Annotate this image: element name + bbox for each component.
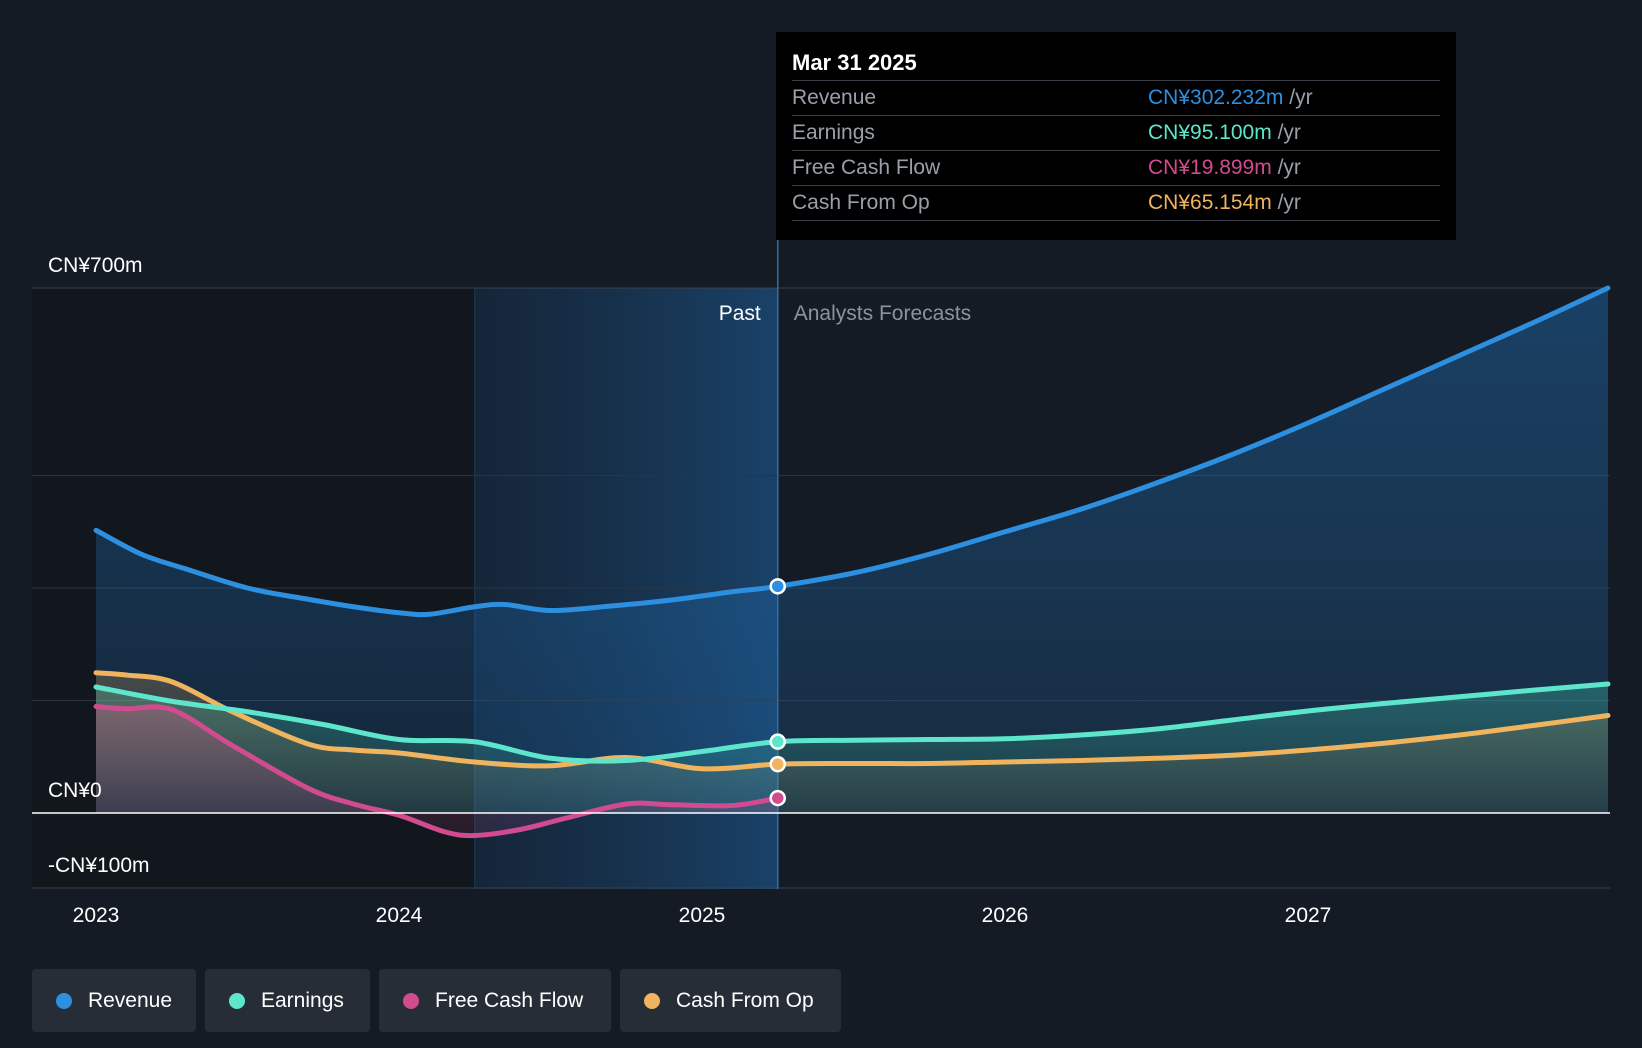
legend-item-earnings[interactable]: Earnings	[205, 969, 370, 1032]
legend-item-free-cash-flow[interactable]: Free Cash Flow	[379, 969, 611, 1032]
tooltip-label: Free Cash Flow	[792, 156, 941, 179]
x-axis-tick: 2025	[679, 904, 726, 927]
tooltip-label: Revenue	[792, 86, 877, 109]
legend: Revenue Earnings Free Cash Flow Cash Fro…	[32, 969, 841, 1032]
tooltip-value-text: CN¥302.232m	[1148, 86, 1284, 109]
legend-label: Cash From Op	[676, 988, 814, 1012]
tooltip-row-revenue: Revenue CN¥302.232m /yr	[792, 81, 1440, 116]
legend-item-cash-from-op[interactable]: Cash From Op	[620, 969, 841, 1032]
revenue-marker	[769, 578, 786, 595]
free-cash-flow-dot-icon	[403, 992, 419, 1009]
revenue-dot-icon	[56, 992, 72, 1009]
cash-from-op-marker	[769, 755, 786, 773]
tooltip-date: Mar 31 2025	[792, 46, 1440, 81]
legend-label: Earnings	[261, 988, 344, 1012]
tooltip-unit: /yr	[1277, 121, 1301, 144]
tooltip-value: CN¥95.100m /yr	[1148, 116, 1301, 150]
legend-label: Free Cash Flow	[435, 988, 584, 1012]
tooltip-unit: /yr	[1277, 156, 1301, 179]
y-axis-label: CN¥0	[48, 779, 102, 802]
earnings-line	[93, 681, 1611, 764]
legend-label: Revenue	[87, 988, 172, 1012]
tooltip-row-free-cash-flow: Free Cash Flow CN¥19.899m /yr	[792, 151, 1440, 186]
y-axis-label: CN¥700m	[48, 254, 143, 277]
revenue-area	[96, 288, 1608, 813]
tooltip: Mar 31 2025 Revenue CN¥302.232m /yr Earn…	[776, 32, 1456, 240]
tooltip-row-earnings: Earnings CN¥95.100m /yr	[792, 116, 1440, 151]
past-label: Past	[719, 302, 761, 325]
cash-from-op-dot-icon	[644, 992, 660, 1009]
free-cash-flow-marker	[769, 789, 786, 807]
tooltip-value-text: CN¥65.154m	[1148, 191, 1272, 214]
tooltip-row-cash-from-op: Cash From Op CN¥65.154m /yr	[792, 186, 1440, 221]
tooltip-value: CN¥65.154m /yr	[1148, 186, 1301, 220]
tooltip-value: CN¥302.232m /yr	[1148, 81, 1313, 115]
x-axis-tick: 2026	[982, 904, 1029, 927]
tooltip-label: Cash From Op	[792, 191, 930, 214]
tooltip-unit: /yr	[1277, 191, 1301, 214]
x-axis-tick: 2023	[73, 904, 120, 927]
cash-from-op-area	[96, 672, 1608, 813]
tooltip-label: Earnings	[792, 121, 875, 144]
forecast-label: Analysts Forecasts	[794, 302, 971, 325]
revenue-line	[93, 285, 1611, 618]
x-axis-tick: 2027	[1285, 904, 1332, 927]
tooltip-value-text: CN¥19.899m	[1148, 156, 1272, 179]
tooltip-unit: /yr	[1289, 86, 1313, 109]
tooltip-value: CN¥19.899m /yr	[1148, 151, 1301, 185]
free-cash-flow-line	[93, 704, 781, 839]
x-axis-tick: 2024	[376, 904, 423, 927]
earnings-marker	[769, 733, 786, 750]
earnings-dot-icon	[229, 992, 245, 1009]
legend-item-revenue[interactable]: Revenue	[32, 969, 196, 1032]
tooltip-value-text: CN¥95.100m	[1148, 121, 1272, 144]
y-axis-label: -CN¥100m	[48, 854, 150, 877]
